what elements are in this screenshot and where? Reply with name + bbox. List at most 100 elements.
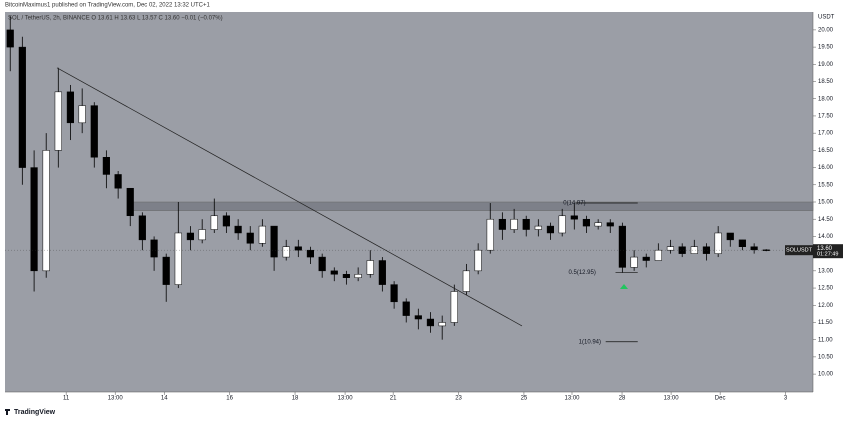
candle-body (222, 215, 230, 227)
candle-body (354, 274, 362, 278)
fib-label: 0.5(12.95) (568, 270, 595, 276)
y-tick-label: 15.50 (818, 182, 834, 188)
x-tick-label: 28 (619, 396, 626, 402)
candle-body (90, 105, 98, 158)
y-tick-label: 14.50 (818, 217, 834, 223)
x-tick-label: 14 (161, 396, 168, 402)
x-tick-label: 11 (63, 396, 70, 402)
candle-body (498, 218, 506, 230)
y-tick-label: 14.00 (818, 234, 834, 240)
candle-body (762, 249, 770, 251)
candle-body (390, 284, 398, 303)
y-tick-label: 10.00 (818, 372, 834, 378)
candle-body (78, 105, 86, 124)
y-tick-label: 11.50 (818, 320, 833, 326)
candle-body (138, 215, 146, 241)
candle-body (402, 301, 410, 316)
candle-body (426, 318, 434, 327)
candle-body (558, 215, 566, 234)
candle-body (510, 218, 518, 230)
candle-body (102, 157, 110, 175)
candle-body (258, 225, 266, 244)
candle-body (630, 256, 638, 268)
candle-body (18, 46, 26, 168)
candle-body (714, 232, 722, 254)
x-tick-label: 25 (521, 396, 528, 402)
x-tick-label: 13:00 (664, 396, 680, 402)
x-tick-label: 23 (455, 396, 462, 402)
y-tick-label: 11.00 (818, 337, 833, 343)
x-tick-label: 16 (226, 396, 233, 402)
candle-body (618, 225, 626, 268)
candle-body (186, 232, 194, 241)
y-tick-label: 15.00 (818, 200, 834, 206)
candle-body (462, 270, 470, 292)
candle-body (366, 260, 374, 275)
x-tick-label: 13:00 (338, 396, 354, 402)
candle-body (486, 218, 494, 251)
candle-body (642, 256, 650, 261)
footer-logo: TradingView (14, 409, 56, 416)
x-tick-label: 13:00 (564, 396, 580, 402)
signal-arrow (619, 284, 628, 290)
candle-body (282, 246, 290, 258)
candle-body (342, 274, 350, 278)
candle-body (294, 246, 302, 251)
candle-body (474, 249, 482, 272)
y-tick-label: 18.00 (818, 96, 834, 102)
candle-body (726, 232, 734, 241)
fib-label: 1(10.94) (579, 339, 601, 345)
candle-body (582, 218, 590, 227)
resistance-zone (129, 201, 814, 211)
currency: USDT (818, 15, 835, 21)
y-tick-label: 19.00 (818, 62, 834, 68)
last-price-box (813, 244, 843, 259)
x-tick-label: 18 (292, 396, 299, 402)
countdown: 01:27:49 (817, 252, 838, 258)
candle-body (414, 315, 422, 320)
y-tick-label: 17.50 (818, 114, 834, 120)
candle-body (318, 256, 326, 272)
candle-body (330, 270, 338, 275)
candle-body (570, 215, 578, 220)
y-tick-label: 19.50 (818, 45, 834, 51)
y-tick-label: 16.00 (818, 165, 834, 171)
x-tick-label: 3 (784, 396, 788, 402)
candle-body (666, 246, 675, 251)
y-tick-label: 16.50 (818, 148, 834, 154)
candle-body (174, 232, 182, 285)
y-tick-label: 13.00 (818, 268, 834, 274)
candle-body (114, 174, 122, 189)
candle-body (378, 260, 386, 285)
candle-body (270, 225, 278, 258)
x-tick-label: 13:00 (108, 396, 124, 402)
candle-body (162, 256, 170, 285)
candle-body (438, 322, 446, 327)
y-tick-label: 10.50 (818, 354, 834, 360)
candle-body (150, 239, 158, 258)
y-tick-label: 12.00 (818, 303, 834, 309)
symbol-tag: SOLUSDT (786, 248, 813, 254)
candle-body (306, 249, 314, 258)
y-tick-label: 17.00 (818, 131, 834, 137)
candle-body (6, 29, 14, 48)
logo-icon (5, 409, 10, 415)
legend-line: SOL / TetherUS, 2h, BINANCE O 13.61 H 13… (8, 16, 223, 22)
candle-body (654, 249, 662, 261)
candle-body (126, 187, 134, 217)
candle-body (210, 215, 218, 230)
publisher-line: BitcoinMaximus1 published on TradingView… (5, 3, 211, 9)
candle-body (54, 91, 62, 151)
x-tick-label: 21 (390, 396, 397, 402)
candle-body (66, 91, 74, 124)
y-tick-label: 12.50 (818, 286, 834, 292)
y-tick-label: 20.00 (818, 27, 834, 33)
candle-body (702, 246, 710, 254)
candle-body (450, 291, 458, 323)
candle-body (690, 246, 698, 254)
fib-label: 0(14.97) (563, 201, 585, 207)
candle-body (198, 229, 206, 241)
candle-body (42, 150, 50, 272)
candle-body (246, 232, 254, 244)
